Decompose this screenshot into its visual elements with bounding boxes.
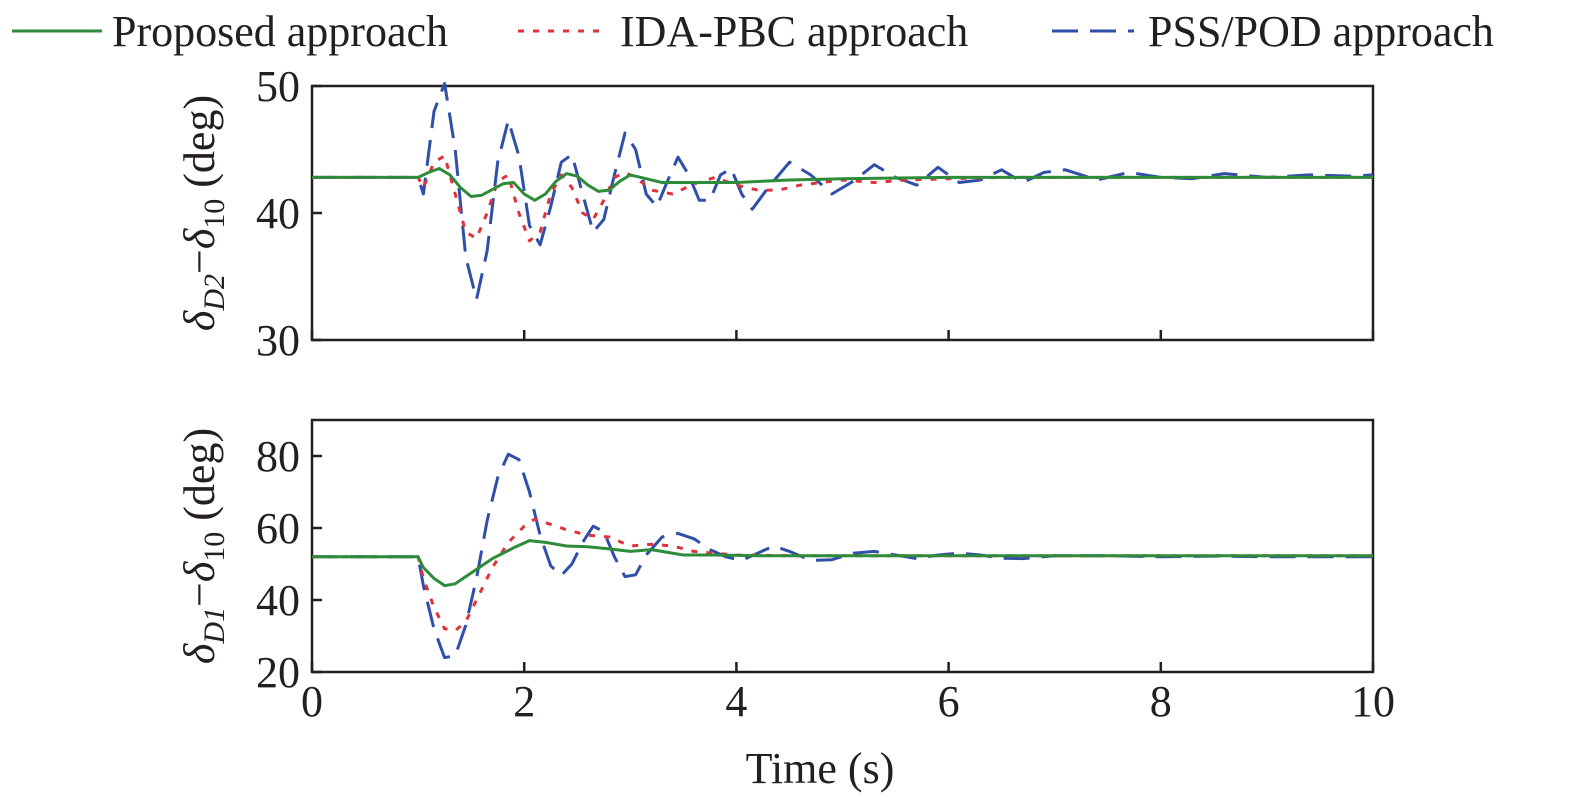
- y-tick-label: 40: [256, 189, 300, 238]
- x-tick-label: 10: [1351, 677, 1395, 726]
- series-line-pss-pod-approach: [312, 82, 1374, 301]
- y-tick-label: 20: [256, 648, 300, 697]
- plot-frame-top: [310, 84, 1375, 342]
- legend-label-proposed: Proposed approach: [112, 7, 448, 56]
- y-axis-label-bottom: δD1−δ10 (deg): [175, 428, 231, 664]
- legend: Proposed approach IDA-PBC approach PSS/P…: [12, 7, 1494, 56]
- y-axis-label-top: δD2−δ10 (deg): [175, 95, 231, 331]
- legend-label-ida-pbc: IDA-PBC approach: [620, 7, 968, 56]
- series-line-ida-pbc-approach: [312, 517, 1373, 633]
- x-tick-label: 6: [938, 677, 960, 726]
- x-tick-label: 8: [1150, 677, 1172, 726]
- ticks-top: 30 40 50: [256, 62, 1375, 365]
- y-tick-label: 60: [256, 504, 300, 553]
- x-tick-label: 4: [725, 677, 747, 726]
- x-tick-label: 2: [513, 677, 535, 726]
- x-axis-label: Time (s): [746, 744, 895, 793]
- y-tick-label: 80: [256, 432, 300, 481]
- plot-frame-bottom: [310, 418, 1375, 674]
- x-tick-label: 0: [301, 677, 323, 726]
- panel-bottom: 0 2 4 6 8 10 20 40 60 80 δD1−δ10 (deg): [175, 418, 1395, 726]
- y-tick-label: 30: [256, 316, 300, 365]
- y-tick-label: 40: [256, 576, 300, 625]
- ticks-bottom: 0 2 4 6 8 10 20 40 60 80: [256, 432, 1395, 726]
- panel-top: 30 40 50 δD2−δ10 (deg): [175, 62, 1375, 365]
- legend-label-pss-pod: PSS/POD approach: [1148, 7, 1494, 56]
- series-line-ida-pbc-approach: [312, 154, 1373, 243]
- series-line-proposed-approach: [312, 167, 1373, 202]
- series-top: [312, 82, 1374, 301]
- y-tick-label: 50: [256, 62, 300, 111]
- series-line-proposed-approach: [312, 539, 1373, 588]
- series-bottom: [312, 452, 1373, 660]
